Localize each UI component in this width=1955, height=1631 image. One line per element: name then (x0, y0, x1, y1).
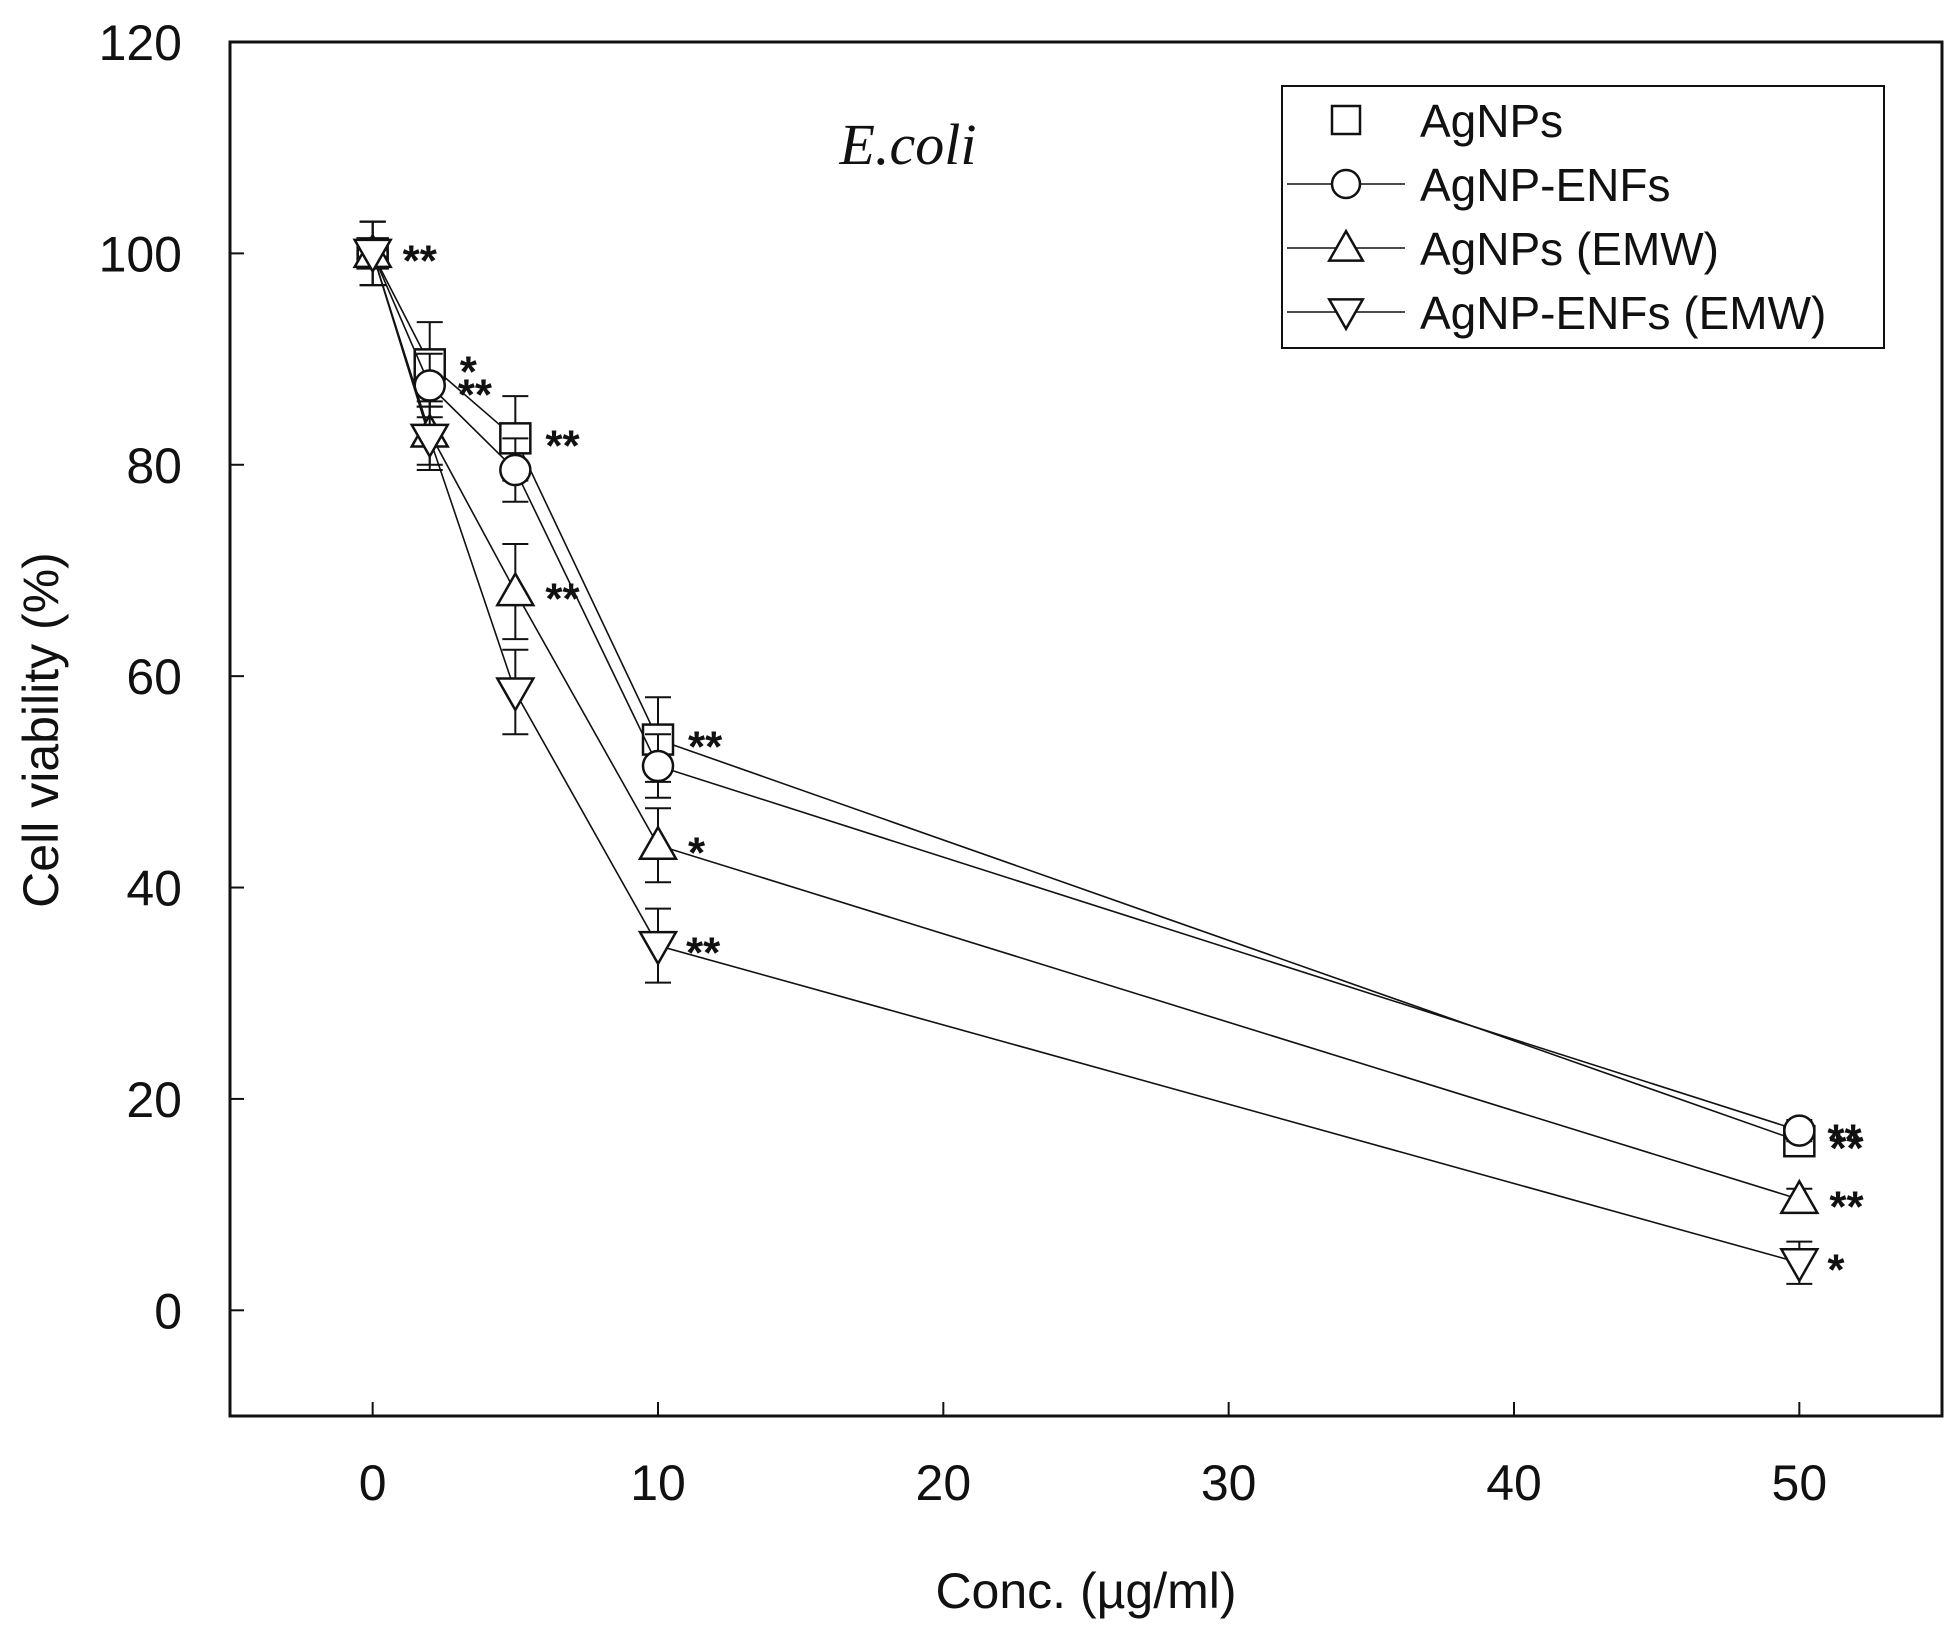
y-tick-label: 0 (154, 1283, 182, 1339)
series-agnp-enfs: **** (356, 220, 1862, 1165)
legend-label: AgNP-ENFs (1420, 159, 1670, 211)
legend-marker (1330, 168, 1362, 200)
significance-label: * (1827, 1246, 1845, 1295)
x-tick-label: 30 (1201, 1455, 1257, 1511)
legend-marker (1327, 228, 1365, 262)
significance-label: ** (1829, 1182, 1864, 1231)
data-point (495, 571, 536, 607)
legend-marker (1330, 104, 1362, 136)
y-tick-label: 60 (126, 649, 182, 705)
significance-label: ** (1827, 1116, 1862, 1165)
data-point (1779, 1247, 1820, 1284)
series-layer: ********************* (352, 220, 1864, 1295)
series-agnps: ********* (356, 220, 1864, 1173)
legend-marker (1327, 298, 1365, 332)
legend-box (1281, 85, 1885, 349)
axes: 0 10 20 30 40 50 0 20 40 60 80 100 120 (99, 15, 1828, 1511)
significance-label: ** (686, 929, 721, 978)
data-point (1779, 1178, 1820, 1215)
significance-label: ** (545, 575, 580, 624)
data-point (499, 453, 532, 487)
legend-label: AgNP-ENFs (EMW) (1420, 287, 1826, 339)
series-line (371, 253, 1800, 1264)
data-point (637, 930, 679, 967)
data-point (1783, 1114, 1816, 1147)
significance-label: ** (458, 371, 493, 420)
series-line (371, 253, 1800, 1142)
significance-label: ** (545, 421, 580, 470)
y-tick-label: 120 (99, 15, 182, 71)
legend: AgNPs AgNP-ENFs AgNPs (EMW) AgNP-ENFs (EMW) (1281, 85, 1885, 349)
series-line (371, 253, 1800, 1132)
series-line (371, 253, 1800, 1201)
y-tick-label: 80 (126, 438, 182, 494)
x-tick-label: 0 (359, 1455, 387, 1511)
legend-label: AgNPs (1420, 95, 1563, 147)
x-tick-label: 40 (1486, 1455, 1542, 1511)
x-tick-label: 50 (1772, 1455, 1828, 1511)
significance-label: ** (688, 723, 723, 772)
significance-label: * (688, 828, 706, 877)
data-point (409, 423, 450, 459)
y-axis-label: Cell viability (%) (13, 552, 69, 908)
y-tick-label: 40 (126, 861, 182, 917)
data-point (495, 677, 536, 713)
y-tick-label: 100 (99, 226, 182, 282)
data-point (352, 238, 393, 274)
legend-label: AgNPs (EMW) (1420, 223, 1719, 275)
x-tick-label: 20 (916, 1455, 972, 1511)
x-axis-label: Conc. (µg/ml) (935, 1563, 1236, 1619)
significance-label: ** (1829, 1124, 1864, 1173)
plot-frame (228, 40, 1944, 1418)
data-point (641, 749, 675, 783)
data-point (637, 824, 679, 861)
y-tick-label: 20 (126, 1072, 182, 1128)
chart-annotation-title: E.coli (839, 112, 977, 177)
x-tick-label: 10 (630, 1455, 686, 1511)
series-agnp-enfs-emw: *** (352, 220, 1845, 1295)
significance-label: * (460, 347, 478, 396)
data-point (413, 369, 446, 402)
significance-label: ** (403, 236, 438, 285)
